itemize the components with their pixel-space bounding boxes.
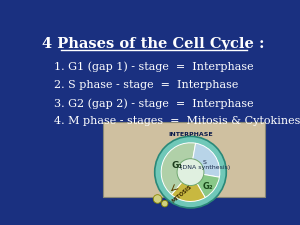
Text: 4 Phases of the Cell Cycle :: 4 Phases of the Cell Cycle : bbox=[43, 37, 265, 51]
Text: INTERPHASE: INTERPHASE bbox=[168, 132, 213, 137]
Text: G₁: G₁ bbox=[171, 161, 182, 170]
Text: 2. S phase - stage  =  Interphase: 2. S phase - stage = Interphase bbox=[54, 80, 238, 90]
Wedge shape bbox=[161, 143, 196, 195]
Text: S
(DNA synthesis): S (DNA synthesis) bbox=[180, 160, 230, 170]
Text: 3. G2 (gap 2) - stage  =  Interphase: 3. G2 (gap 2) - stage = Interphase bbox=[54, 98, 253, 109]
Ellipse shape bbox=[153, 195, 162, 203]
Text: 1. G1 (gap 1) - stage  =  Interphase: 1. G1 (gap 1) - stage = Interphase bbox=[54, 62, 253, 72]
Text: G₂: G₂ bbox=[203, 182, 214, 191]
Wedge shape bbox=[190, 143, 220, 177]
Wedge shape bbox=[190, 172, 219, 198]
Text: MITOSIS: MITOSIS bbox=[170, 184, 193, 204]
Bar bbox=[103, 122, 266, 197]
Text: 4. M phase - stages  =  Mitosis & Cytokinesis: 4. M phase - stages = Mitosis & Cytokine… bbox=[54, 116, 300, 126]
Ellipse shape bbox=[177, 159, 204, 186]
Wedge shape bbox=[172, 172, 205, 201]
Ellipse shape bbox=[155, 136, 226, 208]
Ellipse shape bbox=[161, 200, 168, 207]
